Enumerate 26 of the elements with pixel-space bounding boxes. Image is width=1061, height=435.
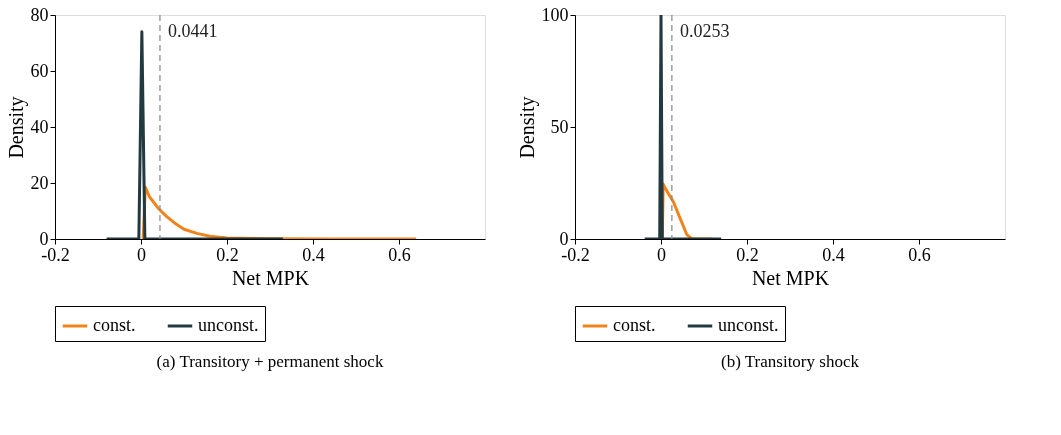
x-tick-label: 0.2 bbox=[736, 244, 759, 265]
x-tick-label: 0.6 bbox=[388, 244, 411, 265]
legend-label: const. bbox=[613, 315, 656, 335]
y-tick-label: 40 bbox=[30, 116, 49, 137]
y-tick-label: 100 bbox=[541, 4, 569, 25]
x-tick-label: 0.4 bbox=[302, 244, 325, 265]
y-axis-title: Density bbox=[4, 96, 28, 159]
x-tick-label: 0.2 bbox=[216, 244, 239, 265]
text: (b) Transitory shock bbox=[721, 351, 860, 371]
legend-label: const. bbox=[93, 315, 136, 335]
y-axis-title: Density bbox=[515, 96, 539, 159]
y-tick-label: 50 bbox=[550, 116, 569, 137]
y-tick-label: 80 bbox=[30, 4, 49, 25]
x-tick-label: 0.6 bbox=[908, 244, 931, 265]
ref-line-label: 0.0441 bbox=[167, 21, 218, 41]
y-tick-label: 20 bbox=[30, 172, 49, 193]
x-tick-label: 0 bbox=[137, 244, 146, 265]
ref-line-label: 0.0253 bbox=[679, 21, 730, 41]
x-axis-title: Net MPK bbox=[751, 266, 830, 289]
legend-label: unconst. bbox=[198, 315, 259, 335]
legend-label: unconst. bbox=[718, 315, 779, 335]
y-tick-label: 60 bbox=[30, 60, 49, 81]
x-tick-label: 0 bbox=[657, 244, 666, 265]
text: (a) Transitory + permanent shock bbox=[156, 351, 384, 371]
x-tick-label: 0.4 bbox=[822, 244, 845, 265]
x-axis-title: Net MPK bbox=[231, 266, 310, 289]
